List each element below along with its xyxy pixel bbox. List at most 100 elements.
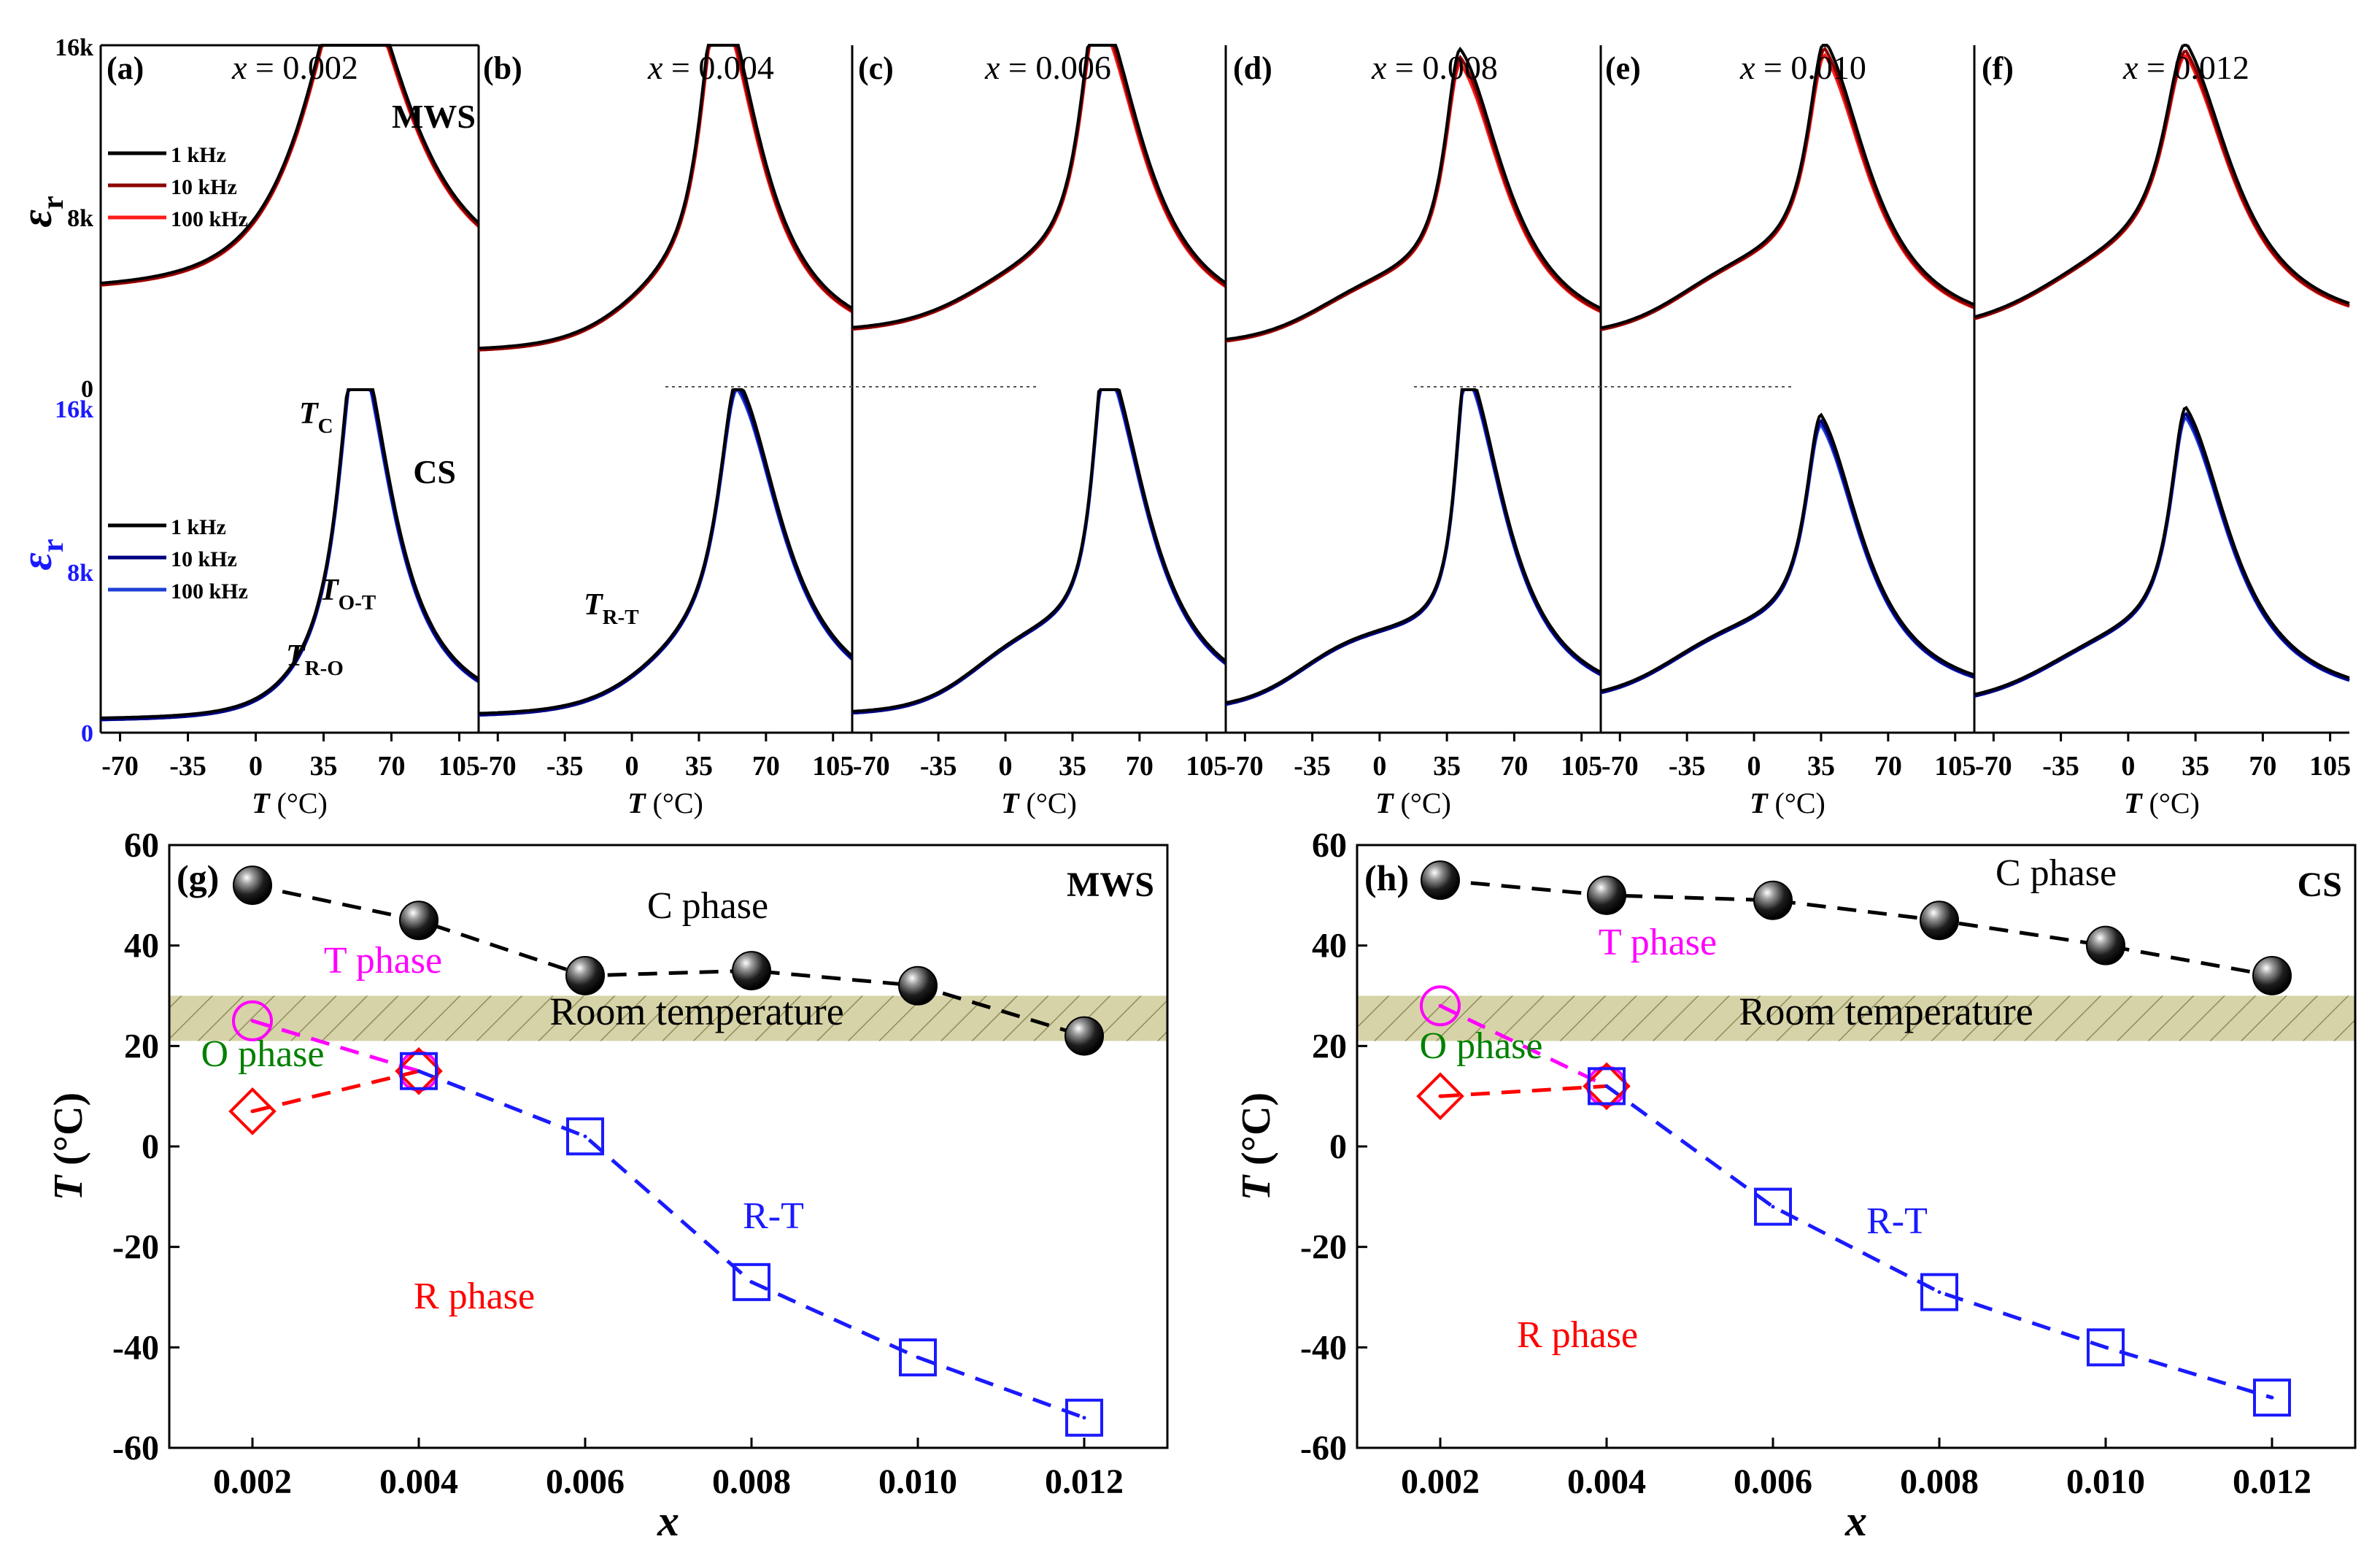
room-band-hatch (169, 995, 1167, 1041)
x-tick-label: 70 (1126, 751, 1154, 782)
rt-label: R-T (743, 1195, 804, 1237)
series-line (1605, 1084, 2273, 1400)
y-tick-label: -60 (1300, 1429, 1347, 1468)
point-rt (2087, 1328, 2125, 1367)
x-tick-label: -35 (1669, 751, 1706, 782)
curve-mws-1-s1 (478, 44, 853, 352)
x-tick-label: 0 (625, 751, 639, 782)
panel-mws-3 (1224, 45, 1602, 390)
x-tick-label: -35 (169, 751, 206, 782)
point-rt (566, 1117, 604, 1156)
x-tick-label: 35 (2182, 751, 2209, 782)
panel-mws-4 (1599, 44, 1975, 390)
panel-letter: (c) (858, 50, 894, 86)
r-phase-label: R phase (1517, 1314, 1638, 1356)
panel-mws-1 (477, 44, 853, 390)
y-tick-label: -40 (1300, 1328, 1347, 1367)
y-tick-label: 60 (1312, 826, 1347, 865)
point-center (1438, 1094, 1442, 1098)
y-tick-label: 0 (142, 1127, 159, 1166)
x-axis-title: T (°C) (1375, 787, 1451, 820)
y-tick-label: 20 (1312, 1027, 1347, 1065)
x-axis-title: T (°C) (1750, 787, 1825, 820)
point-ro (228, 1087, 277, 1135)
point-center (1771, 1205, 1775, 1209)
x-tick-label: -70 (1226, 751, 1264, 782)
point-tc (1920, 901, 1959, 941)
x-axis-title: T (°C) (252, 787, 328, 820)
x-tick-label: 0 (249, 751, 263, 782)
x-tick-label: -70 (479, 751, 517, 782)
curve-mws-3-s1 (1225, 55, 1602, 343)
x-tick-label: 70 (1874, 751, 1902, 782)
x-tick-label: -35 (1294, 751, 1331, 782)
x-tick-label: -35 (2042, 751, 2079, 782)
y-axis-title-cs: εr (12, 539, 70, 570)
legend-mws-entry: 100 kHz (171, 207, 248, 231)
y-tick-label: 60 (124, 826, 159, 865)
series-line (1439, 1004, 1608, 1088)
x-tick-label: 0.006 (546, 1462, 625, 1501)
x-tick-label: 35 (309, 751, 337, 782)
panel-x-value: x = 0.006 (984, 49, 1111, 86)
legend-cs-entry: 10 kHz (171, 547, 237, 571)
x-tick-label: 35 (1807, 751, 1835, 782)
x-axis-title: T (°C) (627, 787, 703, 820)
x-tick-label: 105 (438, 751, 480, 782)
point-tc (2086, 925, 2125, 965)
curve-mws-4-s0 (1600, 44, 1975, 330)
y-tick-label: 40 (124, 927, 159, 965)
y-tick-label-mws: 16k (55, 34, 93, 61)
x-tick-label: 0.004 (379, 1462, 458, 1501)
point-tc (2252, 955, 2292, 995)
legend-cs-entry: 100 kHz (171, 579, 248, 604)
panel-x-value: x = 0.010 (1739, 49, 1866, 86)
phase-diagram-1: 60 40 20 0 -20 -40 -60 0.002 0.004 0.006 0.008 0.01… (1234, 826, 2357, 1545)
y-tick-label-cs: 16k (55, 396, 93, 423)
y-tick-label: 20 (124, 1027, 159, 1065)
curve-mws-2-s1 (851, 44, 1227, 331)
x-tick-label: 105 (1561, 751, 1602, 782)
point-rt (1920, 1273, 1958, 1311)
x-tick-label: 0.008 (1900, 1462, 1979, 1501)
c-phase-label: C phase (1995, 852, 2117, 894)
point-center (1937, 1290, 1942, 1295)
y-tick-label-cs: 8k (67, 560, 93, 587)
x-tick-label: -35 (920, 751, 957, 782)
point-tc (233, 865, 272, 906)
curve-mws-0-s0 (100, 44, 480, 285)
point-rt (400, 1052, 438, 1090)
point-rt (733, 1262, 770, 1301)
y-tick-label: -20 (1300, 1228, 1347, 1267)
panel-cs-0: -70 -35 0 35 70 105 T (°C) (99, 388, 480, 820)
point-center (2103, 1345, 2108, 1349)
point-center (417, 1069, 421, 1073)
y-tick-label: 0 (1329, 1127, 1347, 1166)
point-ot (1420, 985, 1461, 1027)
corner-label: MWS (1067, 865, 1154, 904)
x-tick-label: 0 (1372, 751, 1386, 782)
curve-cs-1-s0 (478, 388, 854, 715)
panel-letter: (h) (1364, 857, 1409, 898)
y-tick-label: -40 (112, 1328, 159, 1367)
o-phase-label: O phase (201, 1033, 325, 1075)
point-rt (899, 1338, 937, 1377)
series-line (1440, 1084, 1607, 1098)
x-tick-label: -70 (101, 751, 139, 782)
point-ot (232, 1000, 273, 1041)
y-axis-title: T (°C) (46, 1092, 91, 1200)
curve-cs-0-s0 (101, 388, 480, 720)
panel-letter: (e) (1605, 50, 1641, 86)
rt-label: R-T (1866, 1200, 1928, 1242)
x-axis-title: x (1844, 1497, 1867, 1545)
legend-mws-entry: 1 kHz (171, 143, 226, 167)
panel-cs-4: -70 -35 0 35 70 105 T (°C) (1599, 390, 1976, 820)
curve-mws-2-s0 (851, 44, 1227, 329)
curve-mws-3-s0 (1225, 46, 1602, 341)
x-tick-label: 105 (1186, 751, 1227, 782)
point-tc (1065, 1016, 1104, 1056)
x-tick-label: 0.010 (878, 1462, 957, 1501)
panel-letter: (a) (107, 50, 144, 86)
point-rt (1754, 1187, 1792, 1226)
